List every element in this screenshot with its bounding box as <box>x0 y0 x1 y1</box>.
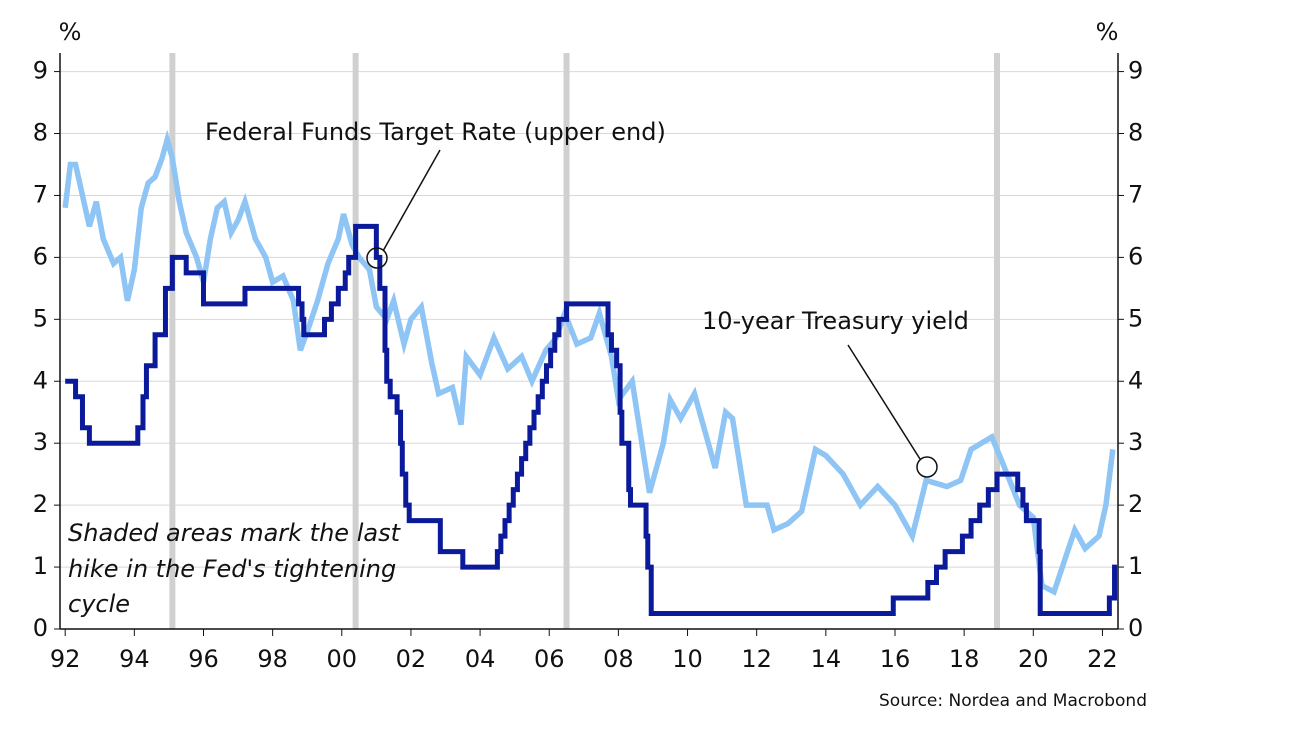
source: Source: Nordea and Macrobond <box>879 691 1147 711</box>
x-tick-label: 14 <box>811 645 842 673</box>
x-tick-label: 06 <box>534 645 565 673</box>
x-tick-label: 10 <box>672 645 703 673</box>
y2-tick-label: 8 <box>1128 119 1143 147</box>
y-tick-label: 5 <box>33 304 48 332</box>
y-tick-label: 4 <box>33 366 48 394</box>
y2-tick-label: 6 <box>1128 242 1143 270</box>
y2-tick-label: 0 <box>1128 614 1143 642</box>
leader-line <box>382 149 441 252</box>
annotation-circle <box>916 456 938 478</box>
y2-tick-label: 3 <box>1128 428 1143 456</box>
x-tick-label: 16 <box>880 645 911 673</box>
y-tick-label: 3 <box>33 428 48 456</box>
x-tick-label: 98 <box>257 645 288 673</box>
note-line: Shaded areas mark the last <box>68 519 402 547</box>
note-line: hike in the Fed's tightening <box>68 555 396 583</box>
y-tick-label: 8 <box>33 119 48 147</box>
x-tick-label: 00 <box>327 645 358 673</box>
y2-tick-label: 1 <box>1128 552 1143 580</box>
y-tick-label: 0 <box>33 614 48 642</box>
shaded-band <box>563 53 570 629</box>
x-tick-label: 04 <box>465 645 496 673</box>
y-tick-label: 2 <box>33 490 48 518</box>
series-line <box>65 223 1118 617</box>
note: Shaded areas mark the last hike in the F… <box>68 519 402 618</box>
y-tick-label: 7 <box>33 180 48 208</box>
y-tick-label: 6 <box>33 242 48 270</box>
note-line: cycle <box>68 590 130 618</box>
x-tick-label: 20 <box>1018 645 1049 673</box>
x-tick-label: 02 <box>396 645 427 673</box>
y2-tick-label: 7 <box>1128 180 1143 208</box>
shaded-band <box>993 53 1000 629</box>
y2-tick-label: 2 <box>1128 490 1143 518</box>
x-tick-label: 96 <box>188 645 219 673</box>
x-tick-label: 92 <box>50 645 81 673</box>
y2-axis-label: % <box>1096 18 1119 46</box>
y2-tick-label: 9 <box>1128 57 1143 85</box>
x-tick-label: 22 <box>1087 645 1118 673</box>
annotation-text: 10-year Treasury yield <box>702 307 969 335</box>
annotation-text: Federal Funds Target Rate (upper end) <box>205 118 666 146</box>
y-tick-label: 1 <box>33 552 48 580</box>
y2-tick-label: 4 <box>1128 366 1143 394</box>
y2-tick-label: 5 <box>1128 304 1143 332</box>
x-tick-label: 08 <box>603 645 634 673</box>
x-tick-label: 12 <box>741 645 772 673</box>
annotation: Federal Funds Target Rate (upper end) 10… <box>205 118 969 478</box>
series-line <box>62 129 1116 596</box>
y-tick-label: 9 <box>33 57 48 85</box>
annotation-circle <box>366 247 388 269</box>
x-tick-label: 94 <box>119 645 150 673</box>
leader-line <box>847 344 921 460</box>
x-tick-label: 18 <box>949 645 980 673</box>
shaded-band <box>169 53 176 629</box>
shaded-band <box>352 53 359 629</box>
y-axis-label: % <box>59 18 82 46</box>
